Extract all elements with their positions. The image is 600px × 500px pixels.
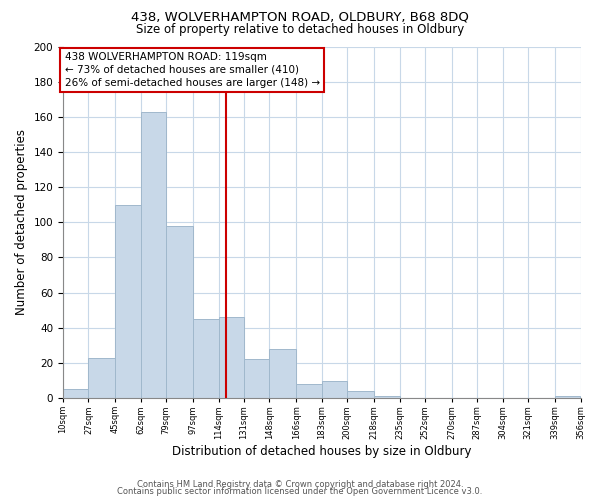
Bar <box>115 204 141 398</box>
Text: Contains public sector information licensed under the Open Government Licence v3: Contains public sector information licen… <box>118 488 482 496</box>
Bar <box>63 390 88 398</box>
Bar <box>322 380 347 398</box>
X-axis label: Distribution of detached houses by size in Oldbury: Distribution of detached houses by size … <box>172 444 472 458</box>
Text: Contains HM Land Registry data © Crown copyright and database right 2024.: Contains HM Land Registry data © Crown c… <box>137 480 463 489</box>
Bar <box>374 396 400 398</box>
Text: 438, WOLVERHAMPTON ROAD, OLDBURY, B68 8DQ: 438, WOLVERHAMPTON ROAD, OLDBURY, B68 8D… <box>131 11 469 24</box>
Bar <box>269 349 296 398</box>
Bar <box>166 226 193 398</box>
Bar <box>218 318 244 398</box>
Text: 438 WOLVERHAMPTON ROAD: 119sqm
← 73% of detached houses are smaller (410)
26% of: 438 WOLVERHAMPTON ROAD: 119sqm ← 73% of … <box>65 52 320 88</box>
Bar <box>347 391 374 398</box>
Text: Size of property relative to detached houses in Oldbury: Size of property relative to detached ho… <box>136 22 464 36</box>
Bar <box>555 396 580 398</box>
Y-axis label: Number of detached properties: Number of detached properties <box>15 130 28 316</box>
Bar <box>141 112 166 398</box>
Bar <box>193 319 218 398</box>
Bar <box>244 360 269 398</box>
Bar <box>88 358 115 398</box>
Bar <box>296 384 322 398</box>
